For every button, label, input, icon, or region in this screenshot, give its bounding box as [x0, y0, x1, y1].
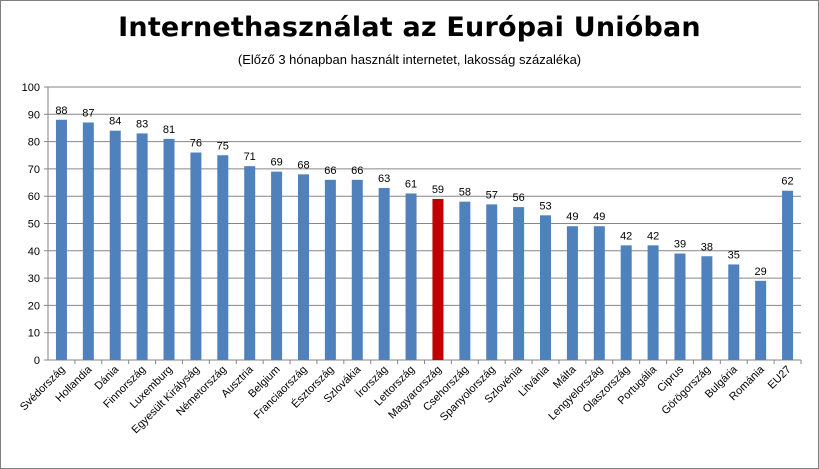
bar: [324, 179, 336, 360]
bar: [566, 226, 578, 360]
chart-subtitle: (Előző 3 hónapban használt internetet, l…: [237, 52, 582, 67]
y-tick-label: 20: [28, 300, 40, 312]
data-label: 57: [486, 189, 498, 201]
y-tick-label: 40: [28, 246, 40, 258]
data-label: 69: [270, 157, 282, 169]
data-label: 29: [755, 266, 767, 278]
bar: [755, 280, 767, 360]
y-tick-label: 80: [28, 137, 40, 149]
data-label: 84: [109, 116, 121, 128]
bar: [432, 198, 444, 360]
y-tick-label: 70: [28, 164, 40, 176]
data-label: 59: [432, 184, 444, 196]
bar: [297, 174, 309, 360]
data-label: 81: [163, 124, 175, 136]
bar: [55, 119, 67, 360]
bar: [163, 138, 175, 360]
bar: [271, 171, 283, 360]
data-label: 68: [297, 159, 309, 171]
data-label: 58: [459, 187, 471, 199]
data-label: 83: [136, 118, 148, 130]
bar: [540, 215, 552, 360]
y-tick-label: 0: [34, 355, 40, 367]
data-label: 62: [781, 176, 793, 188]
bar: [459, 201, 471, 360]
bar: [244, 166, 256, 360]
chart-title: Internethasználat az Európai Unióban: [118, 12, 701, 43]
bar: [620, 245, 632, 360]
bar: [782, 190, 794, 360]
bar: [728, 264, 740, 360]
bar: [82, 122, 94, 361]
y-tick-label: 10: [28, 328, 40, 340]
data-label: 87: [82, 107, 94, 119]
bar: [674, 253, 686, 360]
bar: [513, 207, 525, 360]
data-label: 88: [55, 105, 67, 117]
data-label: 38: [701, 241, 713, 253]
bar: [109, 130, 121, 360]
bar: [136, 133, 148, 360]
bar: [217, 155, 229, 360]
data-label: 76: [190, 138, 202, 150]
data-label: 56: [513, 192, 525, 204]
bar: [405, 193, 417, 360]
bar: [351, 179, 363, 360]
bar: [701, 256, 713, 360]
data-label: 66: [351, 165, 363, 177]
data-label: 66: [324, 165, 336, 177]
data-label: 49: [566, 211, 578, 223]
data-label: 75: [217, 140, 229, 152]
data-label: 42: [620, 230, 632, 242]
bar: [593, 226, 605, 360]
data-label: 71: [244, 151, 256, 163]
data-label: 53: [539, 200, 551, 212]
y-tick-label: 90: [28, 109, 40, 121]
data-label: 35: [728, 249, 740, 261]
x-tick-label: EU27: [766, 364, 794, 392]
data-label: 49: [593, 211, 605, 223]
y-tick-label: 60: [28, 191, 40, 203]
y-tick-label: 30: [28, 273, 40, 285]
bar: [647, 245, 659, 360]
bar: [190, 152, 202, 360]
bar: [378, 188, 390, 360]
data-label: 39: [674, 239, 686, 251]
y-tick-label: 50: [28, 219, 40, 231]
data-label: 42: [647, 230, 659, 242]
data-label: 63: [378, 173, 390, 185]
data-label: 61: [405, 178, 417, 190]
y-tick-label: 100: [22, 82, 40, 94]
x-tick-label: Litvánia: [516, 363, 552, 399]
bar: [486, 204, 498, 360]
